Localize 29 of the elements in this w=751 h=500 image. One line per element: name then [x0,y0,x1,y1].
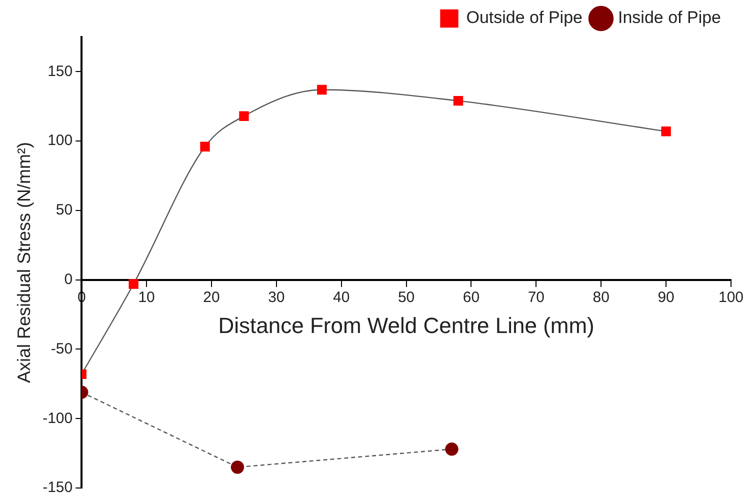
y-tick-label: 50 [56,202,73,219]
point [661,126,671,136]
y-tick-label: 150 [48,62,73,80]
point [128,279,138,289]
point [239,111,249,121]
x-tick-label: 20 [203,288,220,306]
y-tick-label: 0 [64,270,73,288]
x-tick-label: 10 [138,288,155,306]
x-tick-label: 50 [398,288,415,306]
point [317,84,327,95]
point [453,96,464,106]
x-tick-label: 90 [658,288,674,306]
y-tick-label: 100 [48,132,73,150]
y-tick-label: -150 [42,479,73,496]
x-tick-label: 80 [592,288,610,306]
point [230,460,244,474]
point [200,142,210,152]
x-tick-label: 30 [268,288,285,306]
x-tick-label: 60 [462,288,480,306]
x-tick-label: 100 [718,288,744,306]
y-axis-title: Axial Residual Stress (N/mm²) [14,142,34,384]
legend-label: Inside of Pipe [618,8,722,28]
point [445,442,458,456]
x-tick-label: 70 [528,288,545,306]
y-tick-label: -50 [50,340,73,358]
x-tick-label: 40 [333,288,350,306]
legend-label: Outside of Pipe [466,8,582,28]
y-tick-label: -100 [42,410,73,427]
x-axis-title: Distance From Weld Centre Line (mm) [218,313,594,338]
